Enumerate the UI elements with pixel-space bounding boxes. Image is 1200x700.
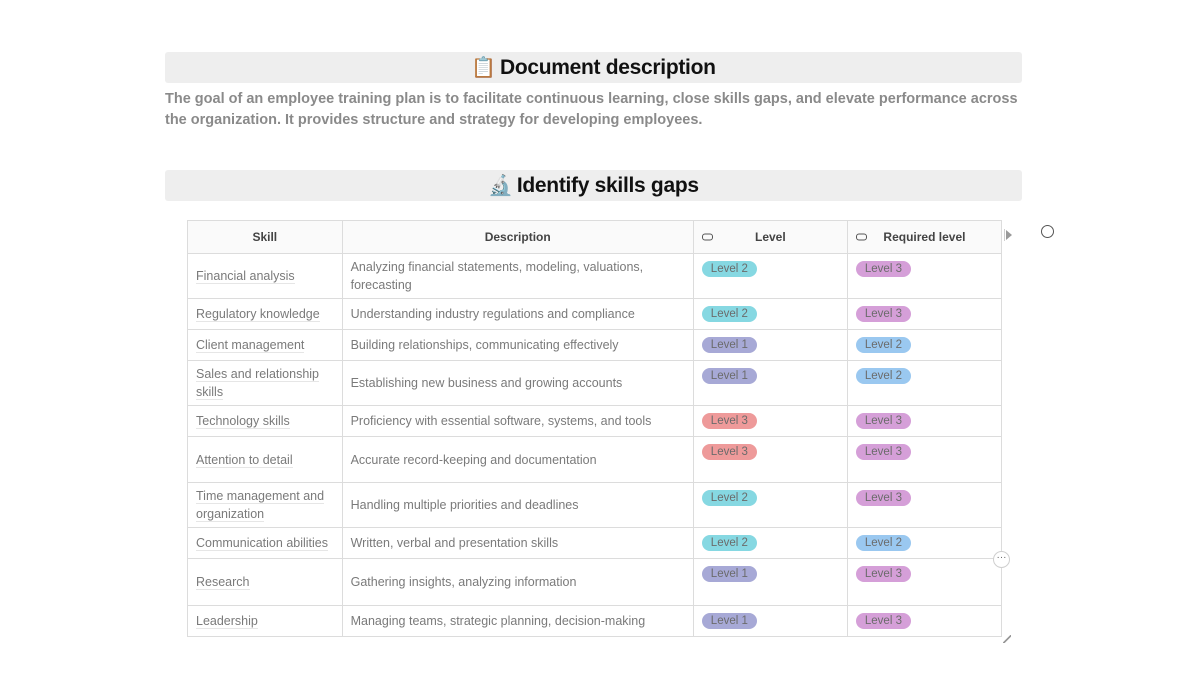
table-row: Regulatory knowledge Understanding indus… — [188, 298, 1003, 330]
level-tag: Level 1 — [701, 566, 757, 582]
column-header-required-level[interactable]: Required level — [847, 221, 1003, 254]
required-level-tag: Level 3 — [855, 444, 911, 460]
level-cell[interactable]: Level 2 — [693, 298, 848, 330]
required-level-cell[interactable]: Level 2 — [847, 329, 1003, 361]
column-header-level[interactable]: Level — [693, 221, 848, 254]
select-property-icon — [701, 233, 713, 241]
column-header-skill[interactable]: Skill — [188, 221, 343, 254]
required-level-tag: Level 2 — [855, 337, 911, 353]
required-level-cell[interactable]: Level 3 — [847, 298, 1003, 330]
description-cell[interactable]: Analyzing financial statements, modeling… — [342, 253, 694, 299]
description-cell[interactable]: Managing teams, strategic planning, deci… — [342, 605, 694, 637]
required-level-tag: Level 3 — [855, 490, 911, 506]
level-tag: Level 3 — [701, 413, 757, 429]
table-header-row: Skill Description Level Required level — [188, 221, 1003, 254]
required-level-tag: Level 2 — [855, 535, 911, 551]
level-cell[interactable]: Level 3 — [693, 436, 848, 483]
skill-cell[interactable]: Sales and relationship skills — [188, 360, 343, 406]
level-cell[interactable]: Level 1 — [693, 329, 848, 361]
description-cell[interactable]: Establishing new business and growing ac… — [342, 360, 694, 406]
skill-cell[interactable]: Technology skills — [188, 405, 343, 437]
skill-cell[interactable]: Client management — [188, 329, 343, 361]
level-cell[interactable]: Level 1 — [693, 360, 848, 406]
required-level-tag: Level 3 — [855, 261, 911, 277]
required-level-tag: Level 2 — [855, 368, 911, 384]
skill-cell[interactable]: Leadership — [188, 605, 343, 637]
skill-cell[interactable]: Research — [188, 558, 343, 606]
description-cell[interactable]: Proficiency with essential software, sys… — [342, 405, 694, 437]
description-cell[interactable]: Handling multiple priorities and deadlin… — [342, 482, 694, 528]
required-level-cell[interactable]: Level 3 — [847, 405, 1003, 437]
description-cell[interactable]: Accurate record-keeping and documentatio… — [342, 436, 694, 483]
required-level-cell[interactable]: Level 3 — [847, 605, 1003, 637]
microscope-icon: 🔬 — [488, 175, 513, 197]
required-level-tag: Level 3 — [855, 413, 911, 429]
description-cell[interactable]: Understanding industry regulations and c… — [342, 298, 694, 330]
level-tag: Level 2 — [701, 535, 757, 551]
document-description-title: Document description — [499, 55, 716, 79]
skills-gaps-header: 🔬 Identify skills gaps — [165, 170, 1022, 201]
required-level-tag: Level 3 — [855, 613, 911, 629]
level-cell[interactable]: Level 1 — [693, 558, 848, 606]
level-cell[interactable]: Level 3 — [693, 405, 848, 437]
required-level-cell[interactable]: Level 3 — [847, 558, 1003, 606]
description-cell[interactable]: Gathering insights, analyzing informatio… — [342, 558, 694, 606]
table-row: Attention to detail Accurate record-keep… — [188, 436, 1003, 483]
document-description-header: 📋 Document description — [165, 52, 1022, 83]
required-level-cell[interactable]: Level 3 — [847, 436, 1003, 483]
description-cell[interactable]: Building relationships, communicating ef… — [342, 329, 694, 361]
required-level-cell[interactable]: Level 2 — [847, 360, 1003, 406]
table-row: Technology skills Proficiency with essen… — [188, 405, 1003, 437]
required-level-tag: Level 3 — [855, 306, 911, 322]
table-row: Leadership Managing teams, strategic pla… — [188, 605, 1003, 637]
level-tag: Level 3 — [701, 444, 757, 460]
skills-table: Skill Description Level Required level F… — [187, 220, 1003, 637]
table-row: Research Gathering insights, analyzing i… — [188, 558, 1003, 606]
skills-gaps-title: Identify skills gaps — [516, 173, 699, 197]
level-tag: Level 1 — [701, 368, 757, 384]
table-row: Communication abilities Written, verbal … — [188, 527, 1003, 559]
level-cell[interactable]: Level 2 — [693, 527, 848, 559]
skill-cell[interactable]: Time management and organization — [188, 482, 343, 528]
clipboard-icon: 📋 — [471, 57, 496, 79]
select-property-icon — [855, 233, 867, 241]
skill-cell[interactable]: Financial analysis — [188, 253, 343, 299]
more-options-icon[interactable]: ··· — [993, 551, 1010, 568]
resize-handle-icon[interactable] — [1003, 635, 1011, 643]
required-level-tag: Level 3 — [855, 566, 911, 582]
level-tag: Level 1 — [701, 613, 757, 629]
table-row: Sales and relationship skills Establishi… — [188, 360, 1003, 406]
level-tag: Level 2 — [701, 490, 757, 506]
description-cell[interactable]: Written, verbal and presentation skills — [342, 527, 694, 559]
level-cell[interactable]: Level 2 — [693, 482, 848, 528]
level-tag: Level 2 — [701, 306, 757, 322]
table-row: Financial analysis Analyzing financial s… — [188, 253, 1003, 299]
required-level-cell[interactable]: Level 3 — [847, 482, 1003, 528]
document-description-text: The goal of an employee training plan is… — [165, 91, 1018, 128]
required-level-cell[interactable]: Level 2 — [847, 527, 1003, 559]
column-header-description[interactable]: Description — [342, 221, 694, 254]
level-tag: Level 2 — [701, 261, 757, 277]
comment-icon[interactable] — [1041, 225, 1054, 238]
skill-cell[interactable]: Communication abilities — [188, 527, 343, 559]
table-row: Client management Building relationships… — [188, 329, 1003, 361]
table-row: Time management and organization Handlin… — [188, 482, 1003, 528]
skill-cell[interactable]: Regulatory knowledge — [188, 298, 343, 330]
level-cell[interactable]: Level 2 — [693, 253, 848, 299]
skill-cell[interactable]: Attention to detail — [188, 436, 343, 483]
expand-arrow-icon[interactable] — [1004, 229, 1012, 241]
level-cell[interactable]: Level 1 — [693, 605, 848, 637]
level-tag: Level 1 — [701, 337, 757, 353]
required-level-cell[interactable]: Level 3 — [847, 253, 1003, 299]
